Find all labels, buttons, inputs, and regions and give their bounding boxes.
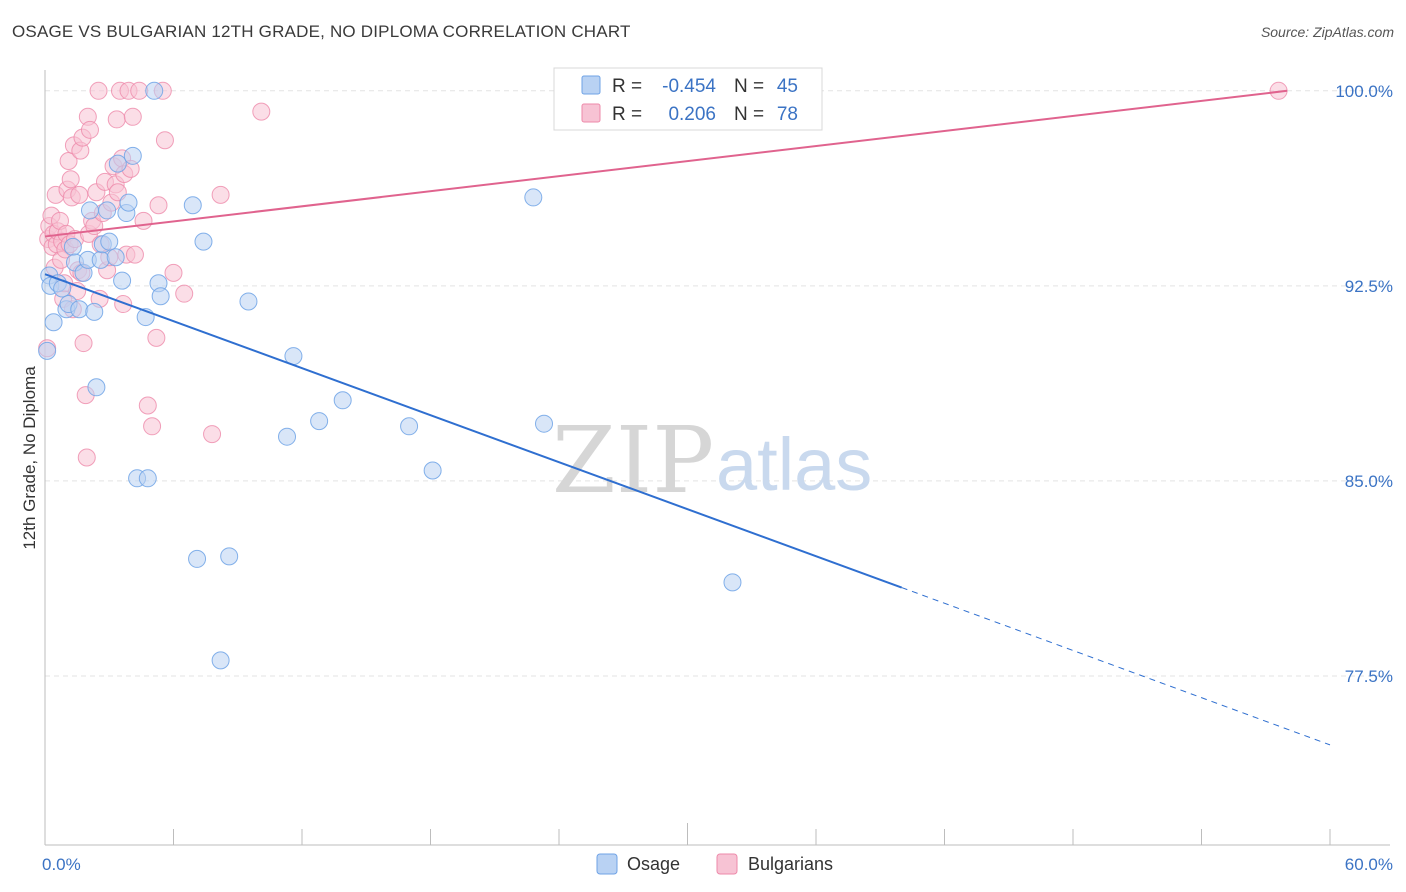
series-legend-osage-swatch (596, 853, 618, 875)
osage-point (723, 573, 742, 592)
osage-point (87, 378, 106, 397)
bulgarians-point (107, 110, 126, 129)
series-legend-bulgarians-label: Bulgarians (748, 854, 833, 874)
osage-point (310, 412, 329, 431)
bulgarians-point (203, 425, 222, 444)
series-legend: Osage Bulgarians (596, 853, 833, 875)
grid-lines (45, 90, 1390, 677)
osage-point (183, 196, 202, 215)
bulgarians-point (80, 120, 99, 139)
correlation-legend: R = -0.454 N = 45 R = 0.206 N = 78 (553, 67, 823, 131)
legend-osage-n-value: 45 (777, 76, 798, 97)
osage-point (278, 427, 297, 446)
bulgarians-point (138, 396, 157, 415)
y-tick-label: 77.5% (1345, 667, 1393, 686)
y-axis-title: 12th Grade, No Diploma (20, 366, 39, 550)
bulgarians-point (143, 417, 162, 436)
osage-point (100, 232, 119, 251)
osage-point (138, 469, 157, 488)
bulgarians-point (252, 102, 271, 121)
bulgarians-point (77, 448, 96, 467)
bulgarians-point (155, 131, 174, 150)
y-tick-label: 85.0% (1345, 472, 1393, 491)
osage-point (119, 193, 138, 212)
watermark-zip: ZIP (552, 407, 714, 514)
osage-point (535, 414, 554, 433)
bulgarians-point (149, 196, 168, 215)
bulgarians-point (175, 284, 194, 303)
chart-title: OSAGE VS BULGARIAN 12TH GRADE, NO DIPLOM… (12, 22, 631, 41)
bulgarians-point (164, 263, 183, 282)
trend-lines (44, 89, 1331, 746)
legend-osage-swatch (581, 75, 601, 95)
legend-bulgarians-r-label: R = (612, 104, 642, 125)
bulgarians-point (125, 245, 144, 264)
osage-point (423, 461, 442, 480)
osage-point (80, 201, 99, 220)
osage-point (145, 81, 164, 100)
bulgarians-point (123, 107, 142, 126)
series-legend-bulgarians-swatch (716, 853, 738, 875)
osage-trend-extension (901, 587, 1331, 746)
y-tick-label: 92.5% (1345, 277, 1393, 296)
osage-point (113, 271, 132, 290)
bulgarians-point (134, 211, 153, 230)
osage-points (38, 81, 742, 670)
osage-point (188, 549, 207, 568)
legend-bulgarians-n-value: 78 (777, 104, 798, 125)
osage-point (524, 188, 543, 207)
osage-point (44, 313, 63, 332)
chart-source: Source: ZipAtlas.com (1260, 24, 1394, 40)
osage-point (106, 248, 125, 267)
bulgarians-point (147, 328, 166, 347)
series-legend-osage-label: Osage (627, 854, 680, 874)
bulgarians-trend-line (44, 89, 1288, 238)
osage-point (333, 391, 352, 410)
bulgarians-point (89, 81, 108, 100)
watermark: ZIP atlas (552, 407, 872, 514)
osage-trend-line (44, 273, 903, 589)
legend-bulgarians-n-label: N = (734, 104, 764, 125)
bulgarians-point (70, 185, 89, 204)
osage-point (63, 237, 82, 256)
legend-osage-r-label: R = (612, 76, 642, 97)
osage-point (239, 292, 258, 311)
osage-point (220, 547, 239, 566)
osage-point (400, 417, 419, 436)
bulgarians-point (211, 185, 230, 204)
y-tick-label: 100.0% (1335, 82, 1393, 101)
legend-osage-n-label: N = (734, 76, 764, 97)
osage-point (194, 232, 213, 251)
osage-point (151, 287, 170, 306)
osage-point (85, 302, 104, 321)
bulgarians-point (114, 295, 133, 314)
osage-point (108, 154, 127, 173)
x-tick-label: 0.0% (42, 855, 81, 874)
axes (44, 70, 1390, 846)
legend-bulgarians-swatch (581, 103, 601, 123)
tick-labels: 77.5% 85.0% 92.5% 100.0% 0.0% 60.0% (42, 82, 1393, 874)
osage-point (91, 250, 110, 269)
osage-point (38, 341, 57, 360)
osage-point (70, 300, 89, 319)
legend-bulgarians-r-value: 0.206 (668, 104, 716, 125)
osage-point (123, 146, 142, 165)
osage-point (98, 201, 117, 220)
x-tick-label: 60.0% (1345, 855, 1393, 874)
bulgarians-point (130, 81, 149, 100)
bulgarians-point (74, 334, 93, 353)
osage-point (211, 651, 230, 670)
bulgarians-point (61, 170, 80, 189)
legend-osage-r-value: -0.454 (662, 76, 716, 97)
watermark-atlas: atlas (716, 423, 872, 506)
